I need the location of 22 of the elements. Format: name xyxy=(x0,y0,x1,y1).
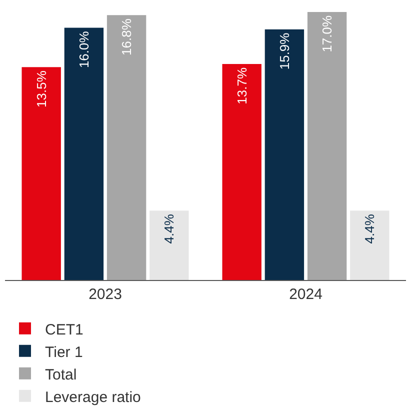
data-label: 17.0% xyxy=(320,15,335,52)
data-label: 4.4% xyxy=(162,214,177,244)
bar xyxy=(350,210,390,280)
bar xyxy=(22,67,61,280)
data-label: 15.9% xyxy=(276,32,292,70)
bar xyxy=(222,64,262,280)
bar xyxy=(264,29,304,280)
legend-label: Leverage ratio xyxy=(45,388,141,406)
legend-label: Tier 1 xyxy=(45,344,83,361)
data-label: 16.8% xyxy=(119,18,134,56)
bar xyxy=(307,12,347,280)
legend-label: CET1 xyxy=(45,321,84,338)
data-label: 4.4% xyxy=(362,214,378,244)
legend-label: Total xyxy=(45,366,77,384)
data-label: 16.0% xyxy=(76,30,92,68)
data-label: 13.5% xyxy=(34,70,49,108)
bar xyxy=(106,15,146,280)
bar xyxy=(64,28,104,280)
x-tick-label: 2024 xyxy=(289,286,322,303)
bar xyxy=(150,210,189,280)
x-tick-label: 2023 xyxy=(88,286,122,303)
data-label: 13.7% xyxy=(234,67,250,104)
